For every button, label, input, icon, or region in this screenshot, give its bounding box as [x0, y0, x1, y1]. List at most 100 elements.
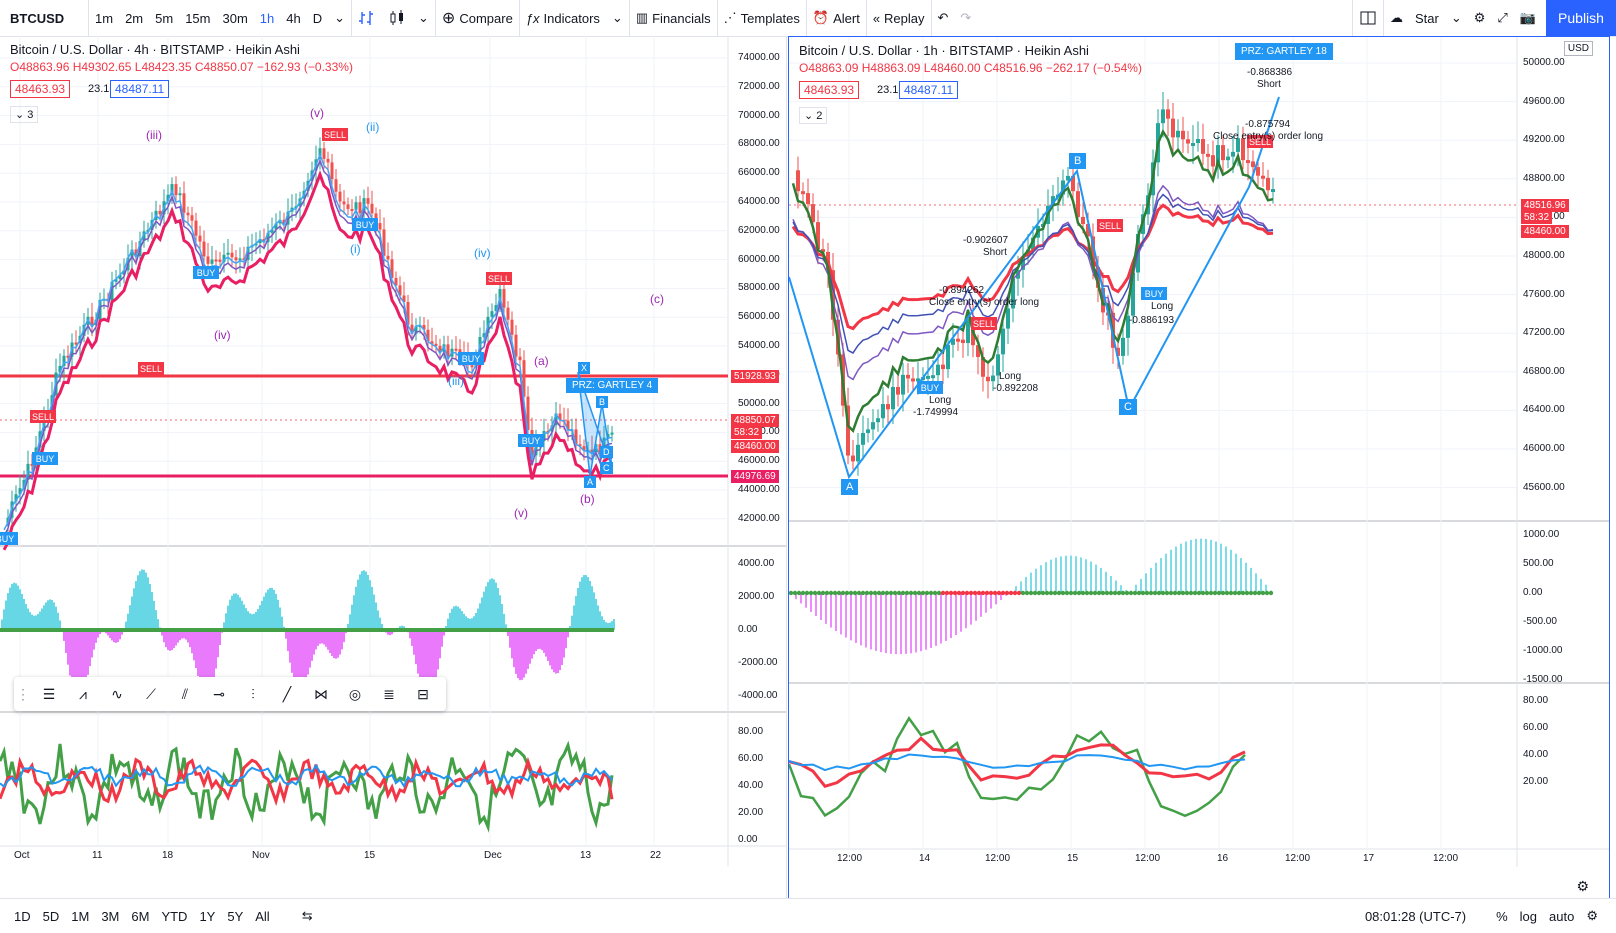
signal-text: SELL: [1249, 137, 1271, 147]
candle-body: [426, 329, 430, 342]
bid-price-button[interactable]: 48463.93: [799, 81, 860, 99]
zero-dot: [1180, 590, 1186, 596]
interval-15m[interactable]: 15m: [185, 10, 211, 26]
percent-toggle[interactable]: %: [1496, 908, 1508, 924]
range-1D[interactable]: 1D: [14, 908, 31, 924]
chart-canvas-left[interactable]: SELL BUY SELL BUY SELL BUY BUY SELL BUY BUY: [0, 36, 786, 898]
chevron-down-icon[interactable]: ⌄: [611, 10, 623, 25]
compare-button[interactable]: ⊕ Compare: [434, 0, 519, 36]
indicator-toggle[interactable]: ⌄ 2: [799, 107, 828, 124]
chevron-down-icon[interactable]: ⌄: [418, 10, 429, 25]
range-All[interactable]: All: [255, 908, 270, 924]
bid-price-button[interactable]: 48463.93: [10, 80, 71, 98]
range-5Y[interactable]: 5Y: [227, 908, 244, 924]
camera-icon[interactable]: 📷: [1519, 10, 1536, 25]
candle-body: [986, 376, 990, 382]
chevron-down-icon[interactable]: ⌄: [1450, 10, 1462, 25]
drag-handle-icon[interactable]: ⋮: [16, 685, 30, 702]
candle-body: [806, 193, 810, 205]
interval-D[interactable]: D: [312, 10, 323, 26]
trend-line-icon[interactable]: ⟋: [146, 685, 156, 702]
cloud-icon[interactable]: ☁: [1383, 0, 1409, 36]
templates-button[interactable]: ⋰ Templates: [716, 0, 806, 36]
fib-channel-icon[interactable]: ⊟: [417, 685, 429, 702]
gear-icon[interactable]: ⚙: [1473, 10, 1486, 25]
price-tick: 62000.00: [738, 224, 780, 236]
zero-dot: [1052, 590, 1058, 596]
interval-2m[interactable]: 2m: [125, 10, 144, 26]
zero-dot: [964, 590, 970, 596]
publish-button[interactable]: Publish: [1546, 0, 1616, 36]
range-YTD[interactable]: YTD: [161, 908, 188, 924]
zero-dot: [1152, 590, 1158, 596]
undo-icon[interactable]: ↶: [930, 0, 955, 36]
candles-icon[interactable]: [382, 0, 412, 36]
replay-button[interactable]: «Replay: [865, 0, 931, 36]
xabcd-pattern-icon[interactable]: ⋈: [314, 685, 328, 702]
harmonic-pattern: [789, 96, 1280, 480]
candle-body: [906, 374, 910, 379]
parallel-channel-icon[interactable]: ⫽: [181, 685, 189, 702]
fib-spiral-icon[interactable]: ◎: [348, 685, 362, 702]
zero-dot: [924, 590, 930, 596]
range-3M[interactable]: 3M: [101, 908, 120, 924]
horizontal-ray-icon[interactable]: ⊸: [213, 685, 225, 702]
candle-body: [1231, 151, 1235, 157]
date-range-icon[interactable]: ⇆: [301, 908, 313, 923]
fib-retracement-icon[interactable]: ≣: [383, 685, 395, 702]
interval-5m[interactable]: 5m: [155, 10, 174, 26]
abcd-pattern-icon[interactable]: ⩘: [79, 685, 87, 702]
layout-icon[interactable]: [1352, 0, 1383, 36]
signal-text: BUY: [0, 534, 14, 544]
price-tick: 46000.00: [1523, 443, 1565, 454]
interval-1h[interactable]: 1h: [259, 10, 275, 26]
range-5D[interactable]: 5D: [42, 908, 60, 924]
gear-icon[interactable]: ⚙: [1576, 878, 1589, 894]
chart-pane-right[interactable]: SELL SELL BUY BUY SELL Bitcoin / U.S. Dollar…: [788, 36, 1610, 900]
horizontal-lines-icon[interactable]: ☰: [42, 685, 56, 702]
pitchfork-icon[interactable]: ⫶: [251, 685, 255, 702]
moving-average-line: [3, 152, 613, 531]
bar-style-icon[interactable]: [351, 0, 382, 36]
candle-body: [911, 378, 915, 382]
chart-canvas-right[interactable]: SELL SELL BUY BUY SELL: [789, 37, 1609, 899]
candle-body: [278, 219, 282, 224]
zero-dot: [1184, 590, 1190, 596]
auto-toggle[interactable]: auto: [1549, 908, 1575, 924]
chart-pane-left[interactable]: SELL BUY SELL BUY SELL BUY BUY SELL BUY BUY Bitco…: [0, 36, 787, 898]
candle-body: [194, 220, 198, 236]
fullscreen-icon[interactable]: ⤢: [1497, 10, 1508, 25]
log-toggle[interactable]: log: [1519, 908, 1538, 924]
symbol-search[interactable]: BTCUSD: [0, 0, 89, 36]
range-1M[interactable]: 1M: [71, 908, 90, 924]
zero-dot: [1240, 590, 1246, 596]
buy-signal: BUY: [352, 218, 378, 231]
financials-button[interactable]: ▥ Financials: [628, 0, 717, 36]
time-tick: 15: [1067, 853, 1079, 864]
star-label[interactable]: Star: [1415, 10, 1439, 26]
alert-button[interactable]: ⏰ Alert: [805, 0, 866, 36]
candle-body: [510, 319, 514, 335]
interval-30m[interactable]: 30m: [222, 10, 248, 26]
ray-icon[interactable]: ╱: [282, 685, 292, 702]
ask-price-button[interactable]: 48487.11: [110, 80, 170, 98]
indicators-button[interactable]: ƒx Indicators: [518, 0, 606, 36]
ask-price-button[interactable]: 48487.11: [899, 81, 959, 99]
indicator-toggle[interactable]: ⌄ 3: [10, 106, 39, 123]
elliott-wave-icon[interactable]: ∿: [111, 685, 123, 702]
interval-4h[interactable]: 4h: [286, 10, 301, 26]
range-6M[interactable]: 6M: [131, 908, 150, 924]
settings-icon[interactable]: ⚙: [1586, 908, 1598, 923]
chevron-down-icon[interactable]: ⌄: [334, 10, 346, 25]
interval-1m[interactable]: 1m: [95, 10, 114, 26]
rsi-line: [0, 763, 613, 789]
zero-dot: [1076, 590, 1082, 596]
signal-box: [322, 128, 348, 141]
signal-box: [917, 381, 943, 394]
currency-selector[interactable]: USD: [1563, 41, 1593, 56]
clock-time[interactable]: 08:01:28 (UTC-7): [1364, 908, 1467, 924]
signal-text: BUY: [36, 454, 55, 464]
range-1Y[interactable]: 1Y: [199, 908, 216, 924]
candle-body: [851, 455, 855, 462]
candle-body: [1186, 139, 1190, 144]
